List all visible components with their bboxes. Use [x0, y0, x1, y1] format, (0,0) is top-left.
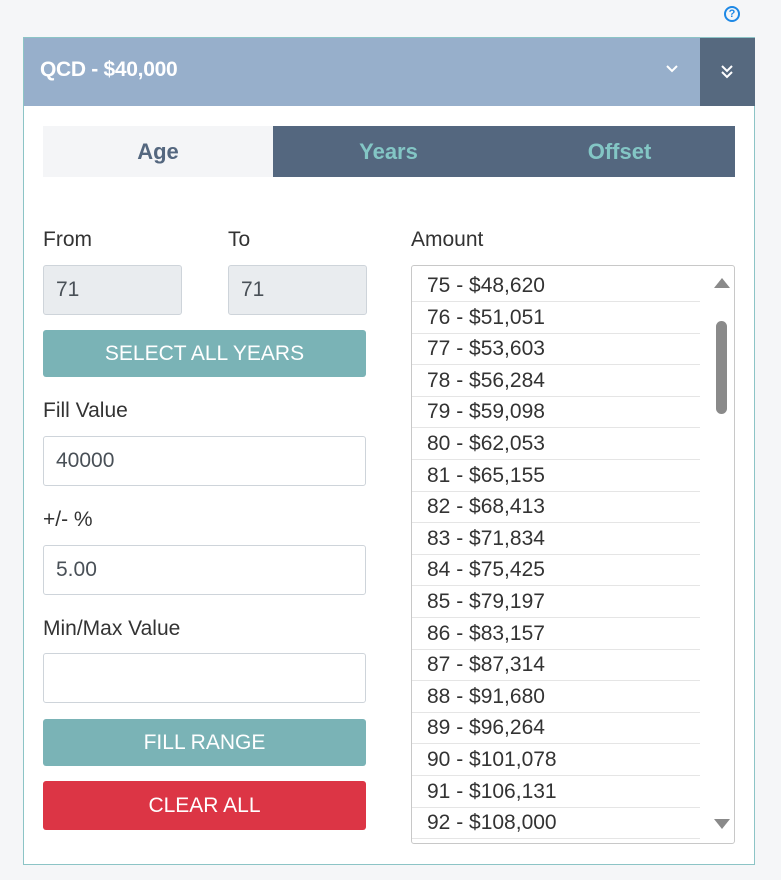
amount-list-item[interactable]: 79 - $59,098	[412, 396, 700, 429]
to-label: To	[228, 228, 251, 251]
amount-list-item[interactable]: 76 - $51,051	[412, 302, 700, 334]
chevron-down-icon[interactable]	[662, 60, 682, 80]
percent-input[interactable]: 5.00	[43, 545, 366, 595]
amount-list-item[interactable]: 85 - $79,197	[412, 586, 700, 618]
amount-list-item[interactable]: 90 - $101,078	[412, 744, 700, 776]
listbox-scrollbar[interactable]	[710, 266, 734, 843]
minmax-input[interactable]	[43, 653, 366, 703]
tab-years[interactable]: Years	[359, 139, 418, 164]
minmax-label: Min/Max Value	[43, 617, 181, 640]
amount-listbox[interactable]: 75 - $48,620 76 - $51,051 77 - $53,603 78 -…	[411, 265, 735, 844]
select-all-years-button[interactable]: SELECT ALL YEARS	[43, 330, 366, 377]
fill-range-button[interactable]: FILL RANGE	[43, 719, 366, 766]
fill-value-label: Fill Value	[43, 399, 128, 422]
amount-list-item[interactable]: 86 - $83,157	[412, 618, 700, 650]
amount-list-item[interactable]: 87 - $87,314	[412, 649, 700, 682]
from-field[interactable]: 71	[43, 265, 182, 315]
scroll-up-arrow-icon[interactable]	[714, 278, 730, 288]
to-field[interactable]: 71	[228, 265, 367, 315]
amount-label: Amount	[411, 228, 484, 251]
amount-list-item[interactable]: 81 - $65,155	[412, 460, 700, 492]
amount-list-item[interactable]: 75 - $48,620	[412, 270, 700, 302]
from-label: From	[43, 228, 92, 251]
fill-value-input[interactable]: 40000	[43, 436, 366, 486]
tab-age[interactable]: Age	[43, 126, 273, 177]
qcd-panel: QCD - $40,000 Age Years Offset From To A…	[23, 37, 755, 865]
tab-bar: Age Years Offset	[43, 126, 735, 177]
panel-header[interactable]: QCD - $40,000	[24, 38, 755, 106]
amount-list-item[interactable]: 82 - $68,413	[412, 491, 700, 524]
amount-list-item[interactable]: 83 - $71,834	[412, 523, 700, 555]
amount-list-item[interactable]: 84 - $75,425	[412, 554, 700, 587]
scroll-down-arrow-icon[interactable]	[714, 819, 730, 829]
tab-offset[interactable]: Offset	[587, 139, 652, 164]
double-chevron-down-icon	[721, 65, 733, 79]
scroll-thumb[interactable]	[716, 321, 727, 414]
percent-label: +/- %	[43, 508, 93, 531]
panel-title: QCD - $40,000	[40, 58, 178, 81]
amount-list-item[interactable]: 77 - $53,603	[412, 333, 700, 366]
clear-all-button[interactable]: CLEAR ALL	[43, 781, 366, 830]
help-icon[interactable]: ?	[724, 6, 740, 22]
amount-list-item[interactable]: 80 - $62,053	[412, 428, 700, 460]
amount-list-item[interactable]: 91 - $106,131	[412, 776, 700, 808]
amount-list-item[interactable]: 78 - $56,284	[412, 365, 700, 397]
collapse-button[interactable]	[700, 38, 755, 106]
amount-list-item[interactable]: 92 - $108,000	[412, 807, 700, 840]
amount-list-item[interactable]: 89 - $96,264	[412, 712, 700, 745]
amount-list-item[interactable]: 88 - $91,680	[412, 681, 700, 713]
